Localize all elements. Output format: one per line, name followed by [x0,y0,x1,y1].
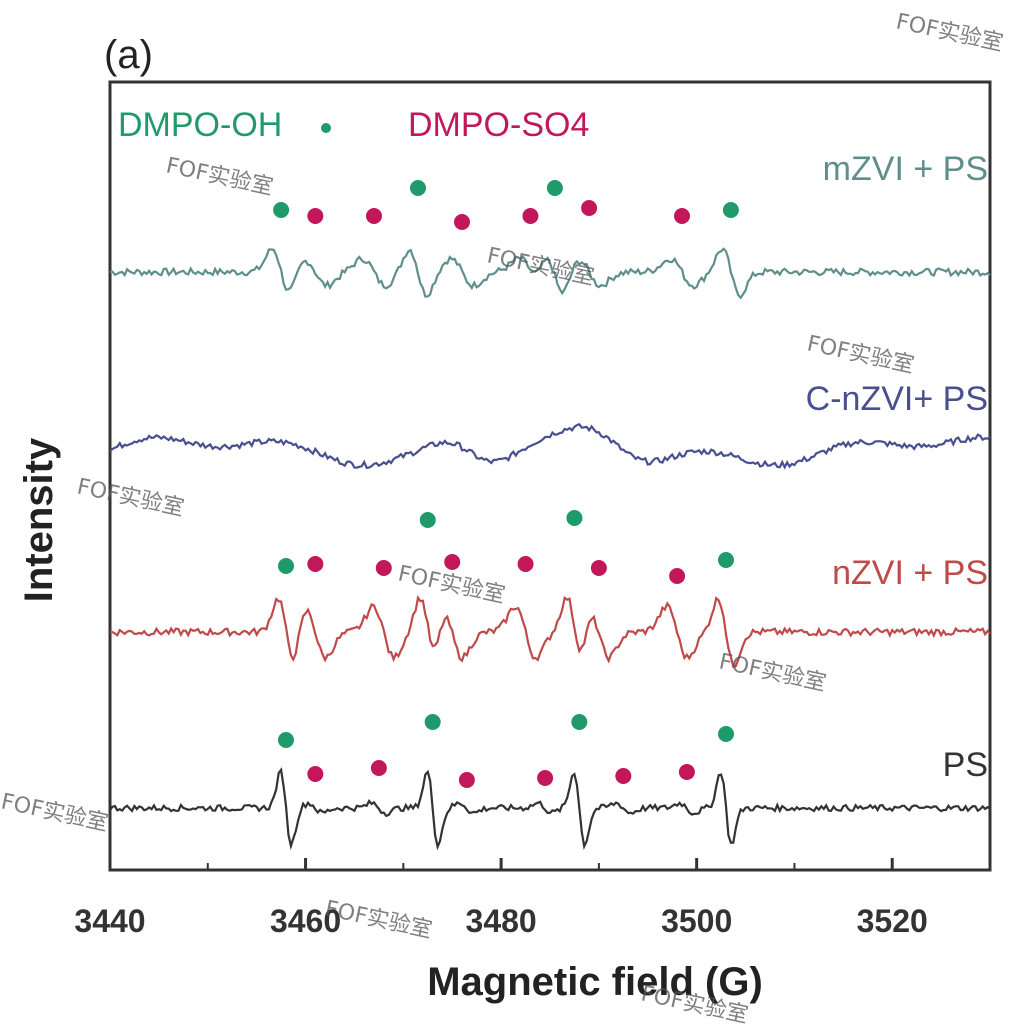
watermark-text: FOF实验室 [485,243,596,290]
oh-peak-marker [722,202,739,218]
so4-peak-marker [307,766,324,782]
so4-peak-marker [674,208,690,224]
oh-peak-marker [718,726,734,742]
series-label: mZVI + PS [823,150,988,188]
series-trace [109,247,991,300]
x-tick-label: 3500 [661,903,732,939]
oh-peak-marker [273,202,290,218]
oh-peak-marker [278,558,294,574]
oh-peak-marker [718,552,734,568]
series-label: C-nZVI+ PS [806,380,988,418]
x-tick-label: 3520 [857,903,928,939]
so4-peak-marker [537,770,554,786]
so4-peak-marker [517,556,534,572]
oh-peak-marker [419,512,436,528]
x-tick-label: 3440 [74,903,145,939]
so4-peak-marker [370,760,387,776]
series-trace [109,595,991,668]
series-label: PS [943,746,988,784]
so4-peak-marker [678,764,695,780]
oh-peak-marker [546,180,563,196]
watermark-text: FOF实验室 [717,649,828,696]
x-tick-label: 3460 [270,903,341,939]
x-tick-label: 3480 [466,903,537,939]
legend: DMPO-OH DMPO-SO4 [118,106,589,144]
so4-peak-marker [581,200,598,216]
legend-marker-oh [321,123,331,133]
panel-label: (a) [104,33,153,77]
oh-peak-marker [278,732,294,748]
so4-peak-marker [590,560,607,576]
oh-peak-marker [566,510,583,526]
so4-peak-marker [307,556,324,572]
peak-markers-layer [273,180,739,788]
watermark-text: FOF实验室 [75,474,186,521]
legend-label-so4: DMPO-SO4 [408,106,589,144]
series-labels-layer: mZVI + PS C-nZVI+ PS nZVI + PS PS [806,150,988,784]
series-label: nZVI + PS [832,554,988,592]
traces-layer [109,247,991,851]
oh-peak-marker [571,714,588,730]
legend-label-oh: DMPO-OH [118,106,282,144]
y-axis-title: Intensity [17,437,61,602]
so4-peak-marker [444,554,461,570]
series-trace [109,767,991,851]
watermark-text: FOF实验室 [894,9,1005,56]
x-axis-title: Magnetic field (G) [427,960,763,1004]
so4-peak-marker [669,568,686,584]
watermark-text: FOF实验室 [164,153,275,200]
oh-peak-marker [410,180,426,196]
watermark-text: FOF实验室 [0,789,110,836]
so4-peak-marker [375,560,392,576]
so4-peak-marker [458,772,475,788]
so4-peak-marker [366,208,382,224]
so4-peak-marker [307,208,324,224]
plot-frame [108,80,992,872]
so4-peak-marker [615,768,632,784]
oh-peak-marker [424,714,441,730]
watermark-text: FOF实验室 [805,331,916,378]
series-trace [109,423,991,470]
so4-peak-marker [454,214,470,230]
x-axis: 3440 3460 3480 3500 3520 [74,858,928,939]
so4-peak-marker [522,208,539,224]
